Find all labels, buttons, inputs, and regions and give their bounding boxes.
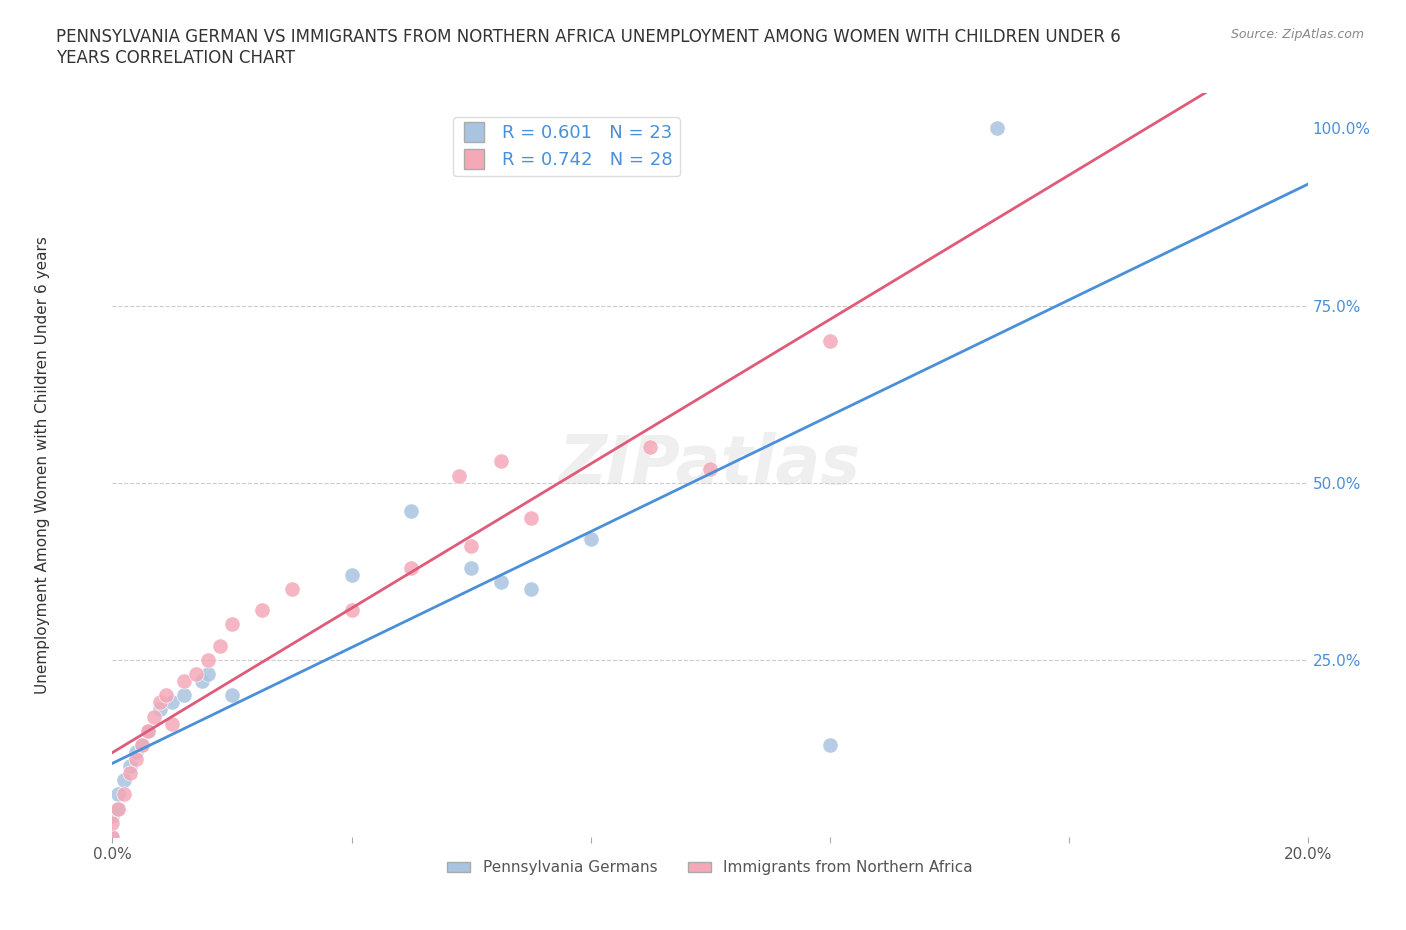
Point [449,468,471,483]
Point [149,702,172,717]
Point [460,539,482,554]
Point [162,695,183,710]
Point [101,816,124,830]
Point [579,532,602,547]
Point [818,737,841,752]
Point [107,802,129,817]
Point [191,673,214,688]
Point [138,724,160,738]
Point [460,560,482,575]
Point [640,440,662,455]
Point [120,759,142,774]
Point [114,773,135,788]
Point [986,121,1008,136]
Point [340,603,363,618]
Point [131,737,153,752]
Point [107,787,129,802]
Point [489,454,512,469]
Point [173,688,195,703]
Point [186,667,208,682]
Point [489,575,512,590]
Point [197,667,219,682]
Point [401,560,423,575]
Point [197,653,219,668]
Point [250,603,273,618]
Point [221,617,243,631]
Point [101,830,124,844]
Point [107,802,129,817]
Point [520,511,543,525]
Point [143,709,166,724]
Point [818,334,841,349]
Text: Source: ZipAtlas.com: Source: ZipAtlas.com [1230,28,1364,41]
Text: Unemployment Among Women with Children Under 6 years: Unemployment Among Women with Children U… [35,236,49,694]
Point [699,461,721,476]
Point [120,765,142,780]
Point [209,638,232,653]
Text: PENNSYLVANIA GERMAN VS IMMIGRANTS FROM NORTHERN AFRICA UNEMPLOYMENT AMONG WOMEN : PENNSYLVANIA GERMAN VS IMMIGRANTS FROM N… [56,28,1121,67]
Point [155,688,177,703]
Point [520,581,543,596]
Point [340,567,363,582]
Point [281,581,304,596]
Point [173,673,195,688]
Point [221,688,243,703]
Point [101,830,124,844]
Point [149,695,172,710]
Point [401,504,423,519]
Text: ZIPatlas: ZIPatlas [560,432,860,498]
Point [138,724,160,738]
Point [131,737,153,752]
Point [125,751,148,766]
Point [114,787,135,802]
Legend: Pennsylvania Germans, Immigrants from Northern Africa: Pennsylvania Germans, Immigrants from No… [441,855,979,882]
Point [101,808,124,823]
Point [125,745,148,760]
Point [162,716,183,731]
